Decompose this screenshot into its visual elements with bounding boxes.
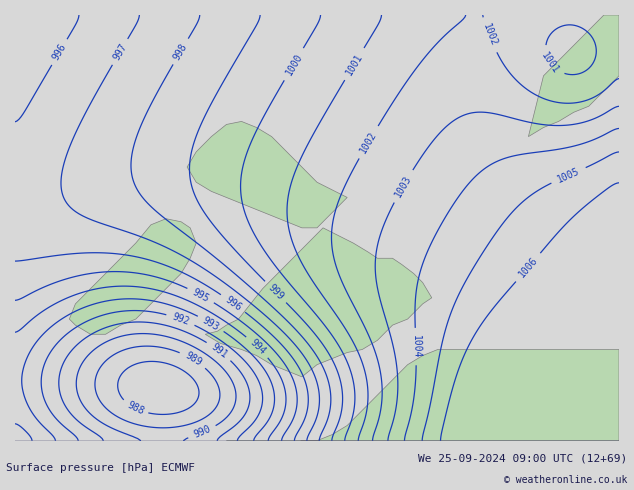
Text: 989: 989 — [183, 350, 203, 368]
Text: Surface pressure [hPa] ECMWF: Surface pressure [hPa] ECMWF — [6, 463, 195, 473]
Text: 988: 988 — [126, 400, 146, 417]
Text: 1000: 1000 — [283, 51, 304, 77]
Text: 995: 995 — [191, 287, 211, 304]
Text: 1004: 1004 — [411, 335, 421, 359]
Polygon shape — [226, 349, 619, 456]
Text: 999: 999 — [266, 282, 285, 302]
Text: 1001: 1001 — [540, 50, 561, 75]
Text: 994: 994 — [248, 337, 267, 357]
Text: 998: 998 — [172, 41, 190, 62]
Text: 1002: 1002 — [481, 22, 498, 48]
Text: We 25-09-2024 09:00 UTC (12+69): We 25-09-2024 09:00 UTC (12+69) — [418, 453, 628, 463]
Text: © weatheronline.co.uk: © weatheronline.co.uk — [504, 475, 628, 485]
Text: 996: 996 — [51, 42, 68, 62]
Text: 1001: 1001 — [344, 51, 365, 76]
Text: 990: 990 — [192, 424, 212, 440]
Polygon shape — [187, 122, 347, 228]
Text: 991: 991 — [209, 342, 229, 360]
Text: 1003: 1003 — [393, 173, 413, 199]
Text: 1002: 1002 — [358, 129, 378, 155]
Polygon shape — [69, 219, 196, 334]
Polygon shape — [205, 228, 432, 377]
Text: 1005: 1005 — [556, 166, 581, 185]
Text: 996: 996 — [223, 294, 243, 313]
Text: 993: 993 — [201, 315, 221, 332]
Polygon shape — [528, 15, 619, 137]
Text: 1006: 1006 — [517, 255, 540, 280]
Text: 992: 992 — [171, 312, 191, 327]
Text: 997: 997 — [112, 42, 129, 62]
